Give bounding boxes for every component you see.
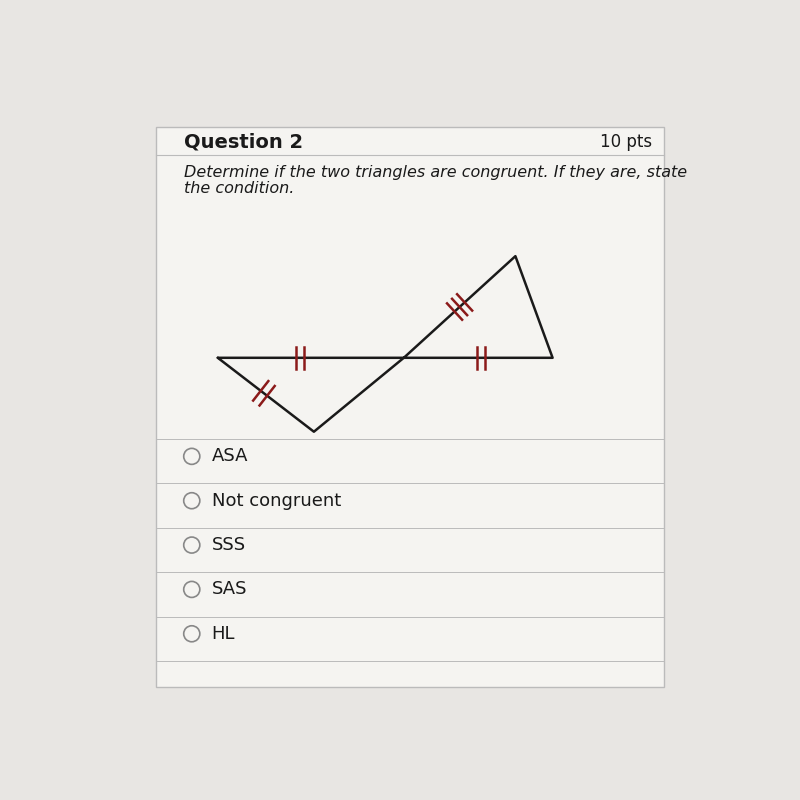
Text: Determine if the two triangles are congruent. If they are, state: Determine if the two triangles are congr… — [184, 165, 687, 180]
FancyBboxPatch shape — [156, 126, 664, 687]
Text: Question 2: Question 2 — [184, 133, 303, 152]
Text: ASA: ASA — [211, 447, 248, 466]
Text: SSS: SSS — [211, 536, 246, 554]
Text: Not congruent: Not congruent — [211, 492, 341, 510]
Text: SAS: SAS — [211, 581, 247, 598]
Text: the condition.: the condition. — [184, 181, 294, 196]
Text: 10 pts: 10 pts — [600, 133, 652, 151]
Text: HL: HL — [211, 625, 235, 642]
